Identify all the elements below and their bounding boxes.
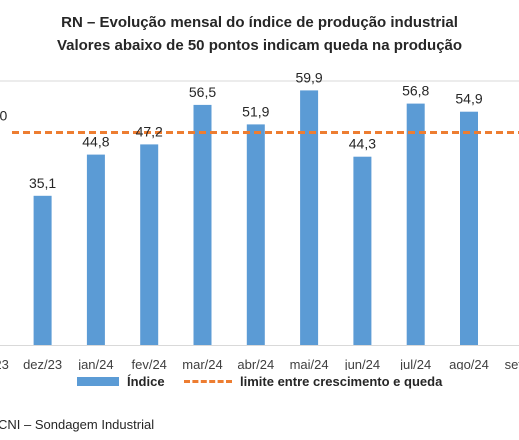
x-tick-jun-24: jun/24 <box>344 357 380 370</box>
x-tick-nov-23: nov/23 <box>0 357 9 370</box>
bar-dez-23 <box>33 195 52 345</box>
x-tick-mar-24: mar/24 <box>182 357 222 370</box>
x-tick-jul-24: jul/24 <box>399 357 431 370</box>
x-tick-mai-24: mai/24 <box>290 357 329 370</box>
bar-jul-24 <box>406 103 425 345</box>
bar-jun-24 <box>353 156 372 345</box>
legend: Índice limite entre crescimento e queda <box>0 374 519 394</box>
data-label-dez-23: 35,1 <box>29 175 56 191</box>
data-label-fev-24: 47,2 <box>136 123 163 139</box>
x-tick-set-24: set/24 <box>505 357 519 370</box>
x-tick-fev-24: fev/24 <box>131 357 166 370</box>
x-tick-jan-24: jan/24 <box>77 357 113 370</box>
x-tick-dez-23: dez/23 <box>23 357 62 370</box>
legend-item-indice: Índice <box>77 374 165 389</box>
legend-bar-swatch <box>77 377 119 386</box>
legend-label-indice: Índice <box>127 374 165 389</box>
data-label-mai-24: 59,9 <box>295 69 322 85</box>
source-note: CNI – Sondagem Industrial <box>0 417 155 432</box>
chart-title: RN – Evolução mensal do índice de produç… <box>61 14 458 31</box>
bar-jan-24 <box>86 154 105 345</box>
threshold-label: 50,0 <box>0 108 7 124</box>
bar-mai-24 <box>300 90 319 346</box>
data-label-ago-24: 54,9 <box>455 91 482 107</box>
bar-mar-24 <box>193 104 212 346</box>
data-label-mar-24: 56,5 <box>189 84 216 100</box>
legend-item-limite: limite entre crescimento e queda <box>184 374 442 389</box>
x-tick-ago-24: ago/24 <box>449 357 489 370</box>
x-tick-abr-24: abr/24 <box>237 357 274 370</box>
data-label-jun-24: 44,3 <box>349 136 376 152</box>
legend-line-swatch <box>184 380 232 383</box>
bar-fev-24 <box>140 144 159 345</box>
bar-abr-24 <box>246 124 265 346</box>
data-label-jul-24: 56,8 <box>402 83 429 99</box>
data-label-jan-24: 44,8 <box>82 134 109 150</box>
legend-label-limite: limite entre crescimento e queda <box>240 374 443 389</box>
bar-chart: 50,0 35,1 44,8 47,2 56,5 51,9 59,9 44,3 56,8 54,… <box>0 69 519 370</box>
chart-subtitle: Valores abaixo de 50 pontos indicam qued… <box>56 37 463 54</box>
data-label-abr-24: 51,9 <box>242 103 269 119</box>
bar-ago-24 <box>460 111 478 345</box>
